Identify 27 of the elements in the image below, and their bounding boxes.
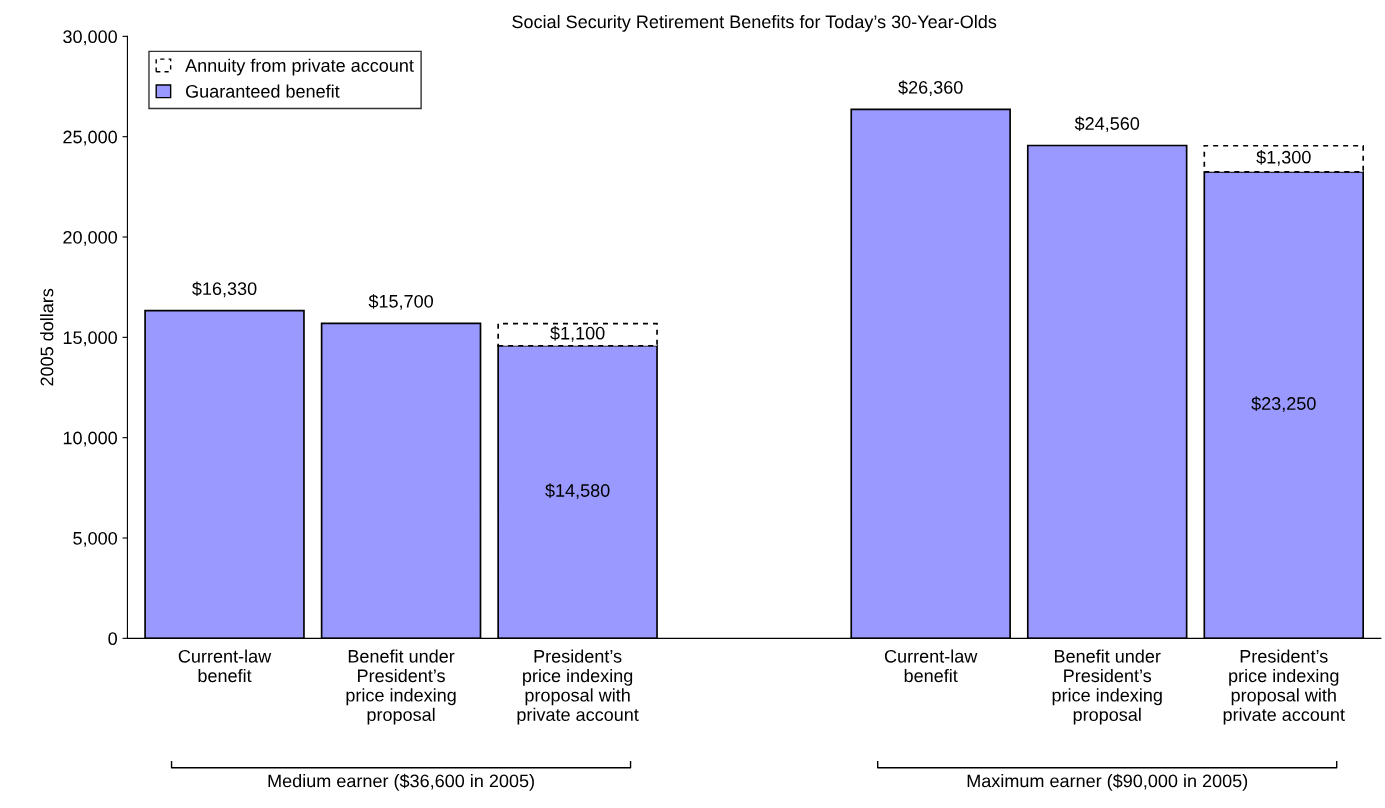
x-tick-label: President’s price indexing proposal with private account bbox=[517, 649, 639, 725]
x-tick-label: Benefit under President’s price indexing proposal bbox=[1052, 649, 1162, 725]
data-label: $1,300 bbox=[1256, 150, 1311, 166]
data-label: $16,330 bbox=[192, 281, 257, 298]
y-tick-label: 10,000 bbox=[63, 431, 117, 447]
x-tick-label: President’s price indexing proposal with private account bbox=[1223, 649, 1345, 725]
text: Medium earner ($36,600 in 2005) bbox=[268, 773, 534, 791]
x-tick-label: Current-law benefit bbox=[884, 649, 978, 683]
legend-label: Guaranteed benefit bbox=[186, 84, 340, 98]
y-axis-title: 2005 dollars bbox=[40, 288, 54, 386]
data-label: $15,700 bbox=[368, 294, 433, 310]
y-tick-label: 5,000 bbox=[73, 531, 117, 547]
chart-title: Social Security Retirement Benefits for Today’s 30-Year-Olds bbox=[512, 14, 997, 32]
x-tick-label: Current-law benefit bbox=[178, 649, 272, 683]
data-label: $26,360 bbox=[898, 80, 963, 96]
y-tick-label: 15,000 bbox=[63, 331, 117, 347]
data-label: $1,100 bbox=[550, 326, 605, 342]
x-tick-label: Benefit under President’s price indexing proposal bbox=[346, 649, 456, 725]
data-label: $14,580 bbox=[545, 483, 610, 500]
text: Maximum earner ($90,000 in 2005) bbox=[967, 773, 1248, 791]
legend-label: Annuity from private account bbox=[185, 58, 414, 76]
y-tick-label: 25,000 bbox=[63, 130, 117, 146]
data-label: $24,560 bbox=[1074, 116, 1140, 133]
data-label: $23,250 bbox=[1251, 396, 1316, 413]
y-tick-label: 0 bbox=[108, 632, 117, 646]
y-tick-label: 20,000 bbox=[63, 230, 117, 246]
y-tick-label: 30,000 bbox=[63, 30, 117, 46]
